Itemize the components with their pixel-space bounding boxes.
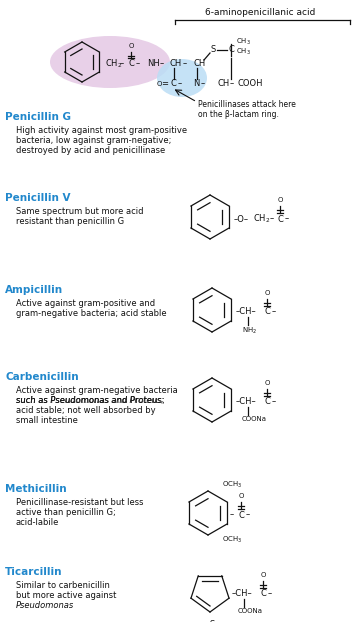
Text: –: –	[201, 80, 205, 88]
Text: NH: NH	[147, 60, 160, 68]
Text: O: O	[264, 290, 270, 296]
Text: 6-aminopenicillanic acid: 6-aminopenicillanic acid	[205, 8, 315, 17]
Text: Carbenicillin: Carbenicillin	[5, 372, 79, 382]
Text: $\mathregular{CH_3}$: $\mathregular{CH_3}$	[236, 47, 251, 57]
Text: C: C	[264, 397, 270, 407]
Text: C: C	[264, 307, 270, 317]
Text: –: –	[136, 60, 140, 68]
Text: Active against gram-positive and: Active against gram-positive and	[16, 299, 155, 308]
Text: –: –	[285, 215, 289, 223]
Text: COOH: COOH	[238, 80, 263, 88]
Text: $\mathregular{CH_3}$: $\mathregular{CH_3}$	[236, 37, 251, 47]
Text: O: O	[260, 572, 266, 578]
Text: –: –	[230, 80, 234, 88]
Text: –CH–: –CH–	[236, 397, 257, 407]
Text: active than penicillin G;: active than penicillin G;	[16, 508, 116, 517]
Text: Same spectrum but more acid: Same spectrum but more acid	[16, 207, 143, 216]
Text: Penicillinase-resistant but less: Penicillinase-resistant but less	[16, 498, 143, 507]
Text: Pseudomonas: Pseudomonas	[16, 601, 74, 610]
Text: $\mathregular{OCH_3}$: $\mathregular{OCH_3}$	[222, 535, 242, 545]
Text: COONa: COONa	[238, 608, 263, 614]
Text: resistant than penicillin G: resistant than penicillin G	[16, 217, 124, 226]
Text: –: –	[268, 590, 272, 598]
Text: Active against gram-negative bacteria: Active against gram-negative bacteria	[16, 386, 178, 395]
Text: COONa: COONa	[242, 416, 267, 422]
Text: $\mathregular{NH_2}$: $\mathregular{NH_2}$	[242, 326, 257, 337]
Text: Ticarcillin: Ticarcillin	[5, 567, 63, 577]
Text: O: O	[128, 43, 134, 49]
Text: O: O	[156, 81, 162, 87]
Text: N: N	[193, 80, 199, 88]
Text: S: S	[210, 45, 216, 55]
Text: S: S	[209, 620, 215, 622]
Text: gram-negative bacteria; acid stable: gram-negative bacteria; acid stable	[16, 309, 167, 318]
Text: O: O	[238, 493, 244, 499]
Text: $\mathregular{CH_2}$: $\mathregular{CH_2}$	[253, 213, 271, 225]
Text: C: C	[277, 215, 283, 223]
Text: Methicillin: Methicillin	[5, 484, 67, 494]
Text: –O–: –O–	[234, 215, 249, 223]
Text: –CH–: –CH–	[232, 590, 253, 598]
Text: –: –	[183, 60, 187, 68]
Text: but more active against: but more active against	[16, 591, 116, 600]
Text: C: C	[238, 511, 244, 519]
Text: –: –	[246, 511, 250, 519]
Text: such as Pseudomonas and Proteus;: such as Pseudomonas and Proteus;	[16, 396, 165, 405]
Text: acid-labile: acid-labile	[16, 518, 59, 527]
Text: –: –	[272, 397, 276, 407]
Text: such as Pseudomonas and Proteus;: such as Pseudomonas and Proteus;	[16, 396, 164, 405]
Text: –: –	[230, 511, 234, 519]
Text: C: C	[228, 45, 234, 55]
Text: C: C	[260, 590, 266, 598]
Text: Similar to carbenicillin: Similar to carbenicillin	[16, 581, 110, 590]
Ellipse shape	[50, 36, 170, 88]
Text: =: =	[162, 80, 168, 88]
Text: –: –	[270, 215, 274, 223]
Text: small intestine: small intestine	[16, 416, 78, 425]
Text: C: C	[170, 80, 176, 88]
Text: CH: CH	[193, 60, 205, 68]
Text: –: –	[160, 60, 164, 68]
Text: High activity against most gram-positive: High activity against most gram-positive	[16, 126, 187, 135]
Text: O: O	[277, 197, 283, 203]
Text: –: –	[120, 60, 124, 68]
Text: Penicillinases attack here
on the β-lactam ring.: Penicillinases attack here on the β-lact…	[198, 100, 296, 119]
Text: CH: CH	[218, 80, 230, 88]
Text: –: –	[178, 80, 182, 88]
Text: CH: CH	[170, 60, 182, 68]
Text: $\mathregular{OCH_3}$: $\mathregular{OCH_3}$	[222, 480, 242, 490]
Text: Penicillin V: Penicillin V	[5, 193, 70, 203]
Text: –CH–: –CH–	[236, 307, 257, 317]
Ellipse shape	[157, 59, 207, 97]
Text: –: –	[272, 307, 276, 317]
Text: bacteria, low against gram-negative;: bacteria, low against gram-negative;	[16, 136, 171, 145]
Text: acid stable; not well absorbed by: acid stable; not well absorbed by	[16, 406, 156, 415]
Text: Ampicillin: Ampicillin	[5, 285, 63, 295]
Text: destroyed by acid and penicillinase: destroyed by acid and penicillinase	[16, 146, 165, 155]
Text: O: O	[264, 380, 270, 386]
Text: C: C	[128, 60, 134, 68]
Text: $\mathregular{CH_2}$: $\mathregular{CH_2}$	[105, 58, 122, 70]
Text: Penicillin G: Penicillin G	[5, 112, 71, 122]
